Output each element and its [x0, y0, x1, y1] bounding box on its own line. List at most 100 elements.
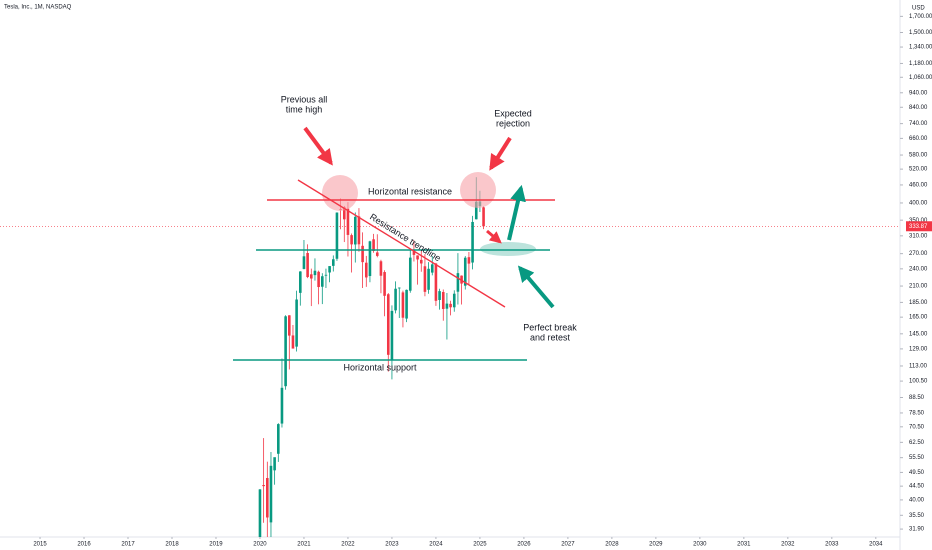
candle-body	[277, 424, 280, 454]
x-tick-label: 2024	[429, 542, 443, 548]
highlight-ellipse	[480, 242, 536, 256]
y-tick-label: 840.00	[909, 105, 928, 111]
y-tick-label: 165.00	[909, 315, 928, 321]
x-tick-label: 2025	[473, 542, 487, 548]
candle-body	[317, 271, 320, 288]
y-tick-label: 210.00	[909, 284, 928, 290]
y-tick-label: 1,060.00	[909, 75, 932, 81]
candle-body	[401, 292, 405, 318]
candle-body	[416, 255, 419, 260]
candle-body	[379, 261, 383, 276]
y-tick-label: 49.50	[909, 470, 925, 476]
y-tick-label: 62.50	[909, 440, 925, 446]
candle-body	[262, 484, 265, 487]
candle-body	[357, 216, 361, 245]
y-tick-label: 55.50	[909, 455, 925, 461]
candle-body	[408, 257, 412, 291]
x-tick-label: 2020	[253, 542, 267, 548]
x-tick-label: 2021	[297, 542, 311, 548]
candle-body	[258, 489, 262, 537]
candle-body	[269, 465, 273, 523]
annotation: Horizontal resistance	[368, 186, 452, 196]
y-tick-label: 88.50	[909, 395, 925, 401]
highlight-circle	[322, 175, 358, 211]
arrow	[486, 229, 502, 244]
y-tick-label: 350.00	[909, 218, 928, 224]
arrow	[489, 136, 512, 171]
x-tick-label: 2023	[385, 542, 399, 548]
x-tick-label: 2029	[649, 542, 663, 548]
y-tick-label: 31.90	[909, 527, 925, 533]
x-tick-label: 2017	[121, 542, 135, 548]
candle-body	[299, 271, 302, 293]
candle-body	[412, 250, 416, 255]
y-tick-label: 1,500.00	[909, 30, 932, 36]
y-tick-label: 185.00	[909, 300, 928, 306]
candle-body	[449, 303, 452, 308]
candle-body	[419, 259, 423, 264]
candle-body	[368, 241, 372, 277]
x-tick-label: 2032	[781, 542, 795, 548]
candle-body	[482, 207, 485, 227]
candle-body	[441, 292, 445, 309]
candle-body	[445, 303, 449, 309]
y-tick-label: 40.00	[909, 497, 925, 503]
y-tick-label: 660.00	[909, 136, 928, 142]
candle-body	[346, 208, 350, 235]
annotation: Expected	[494, 108, 532, 118]
candle-body	[302, 256, 306, 269]
trendline	[297, 179, 506, 308]
y-tick-label: 270.00	[909, 251, 928, 257]
y-tick-label: 70.50	[909, 424, 925, 430]
candle-body	[331, 259, 335, 266]
y-tick-label: 1,700.00	[909, 14, 932, 20]
candle-body	[284, 316, 287, 387]
x-tick-label: 2018	[165, 542, 179, 548]
currency-label: USD	[912, 6, 925, 12]
candle-body	[313, 270, 317, 276]
candle-body	[291, 335, 295, 349]
x-tick-label: 2033	[825, 542, 839, 548]
candle-body	[394, 288, 397, 311]
candle-body	[427, 268, 430, 290]
axes: 1,700.00 1,500.00 1,340.00 1,180.00 1,060.00…	[0, 14, 932, 548]
candle-body	[342, 207, 346, 220]
y-tick-label: 1,340.00	[909, 45, 932, 51]
y-tick-label: 1,180.00	[909, 61, 932, 67]
annotation: time high	[286, 104, 323, 114]
y-tick-label: 520.00	[909, 167, 928, 173]
candle-body	[324, 274, 328, 276]
y-tick-label: 310.00	[909, 233, 928, 239]
x-tick-label: 2019	[209, 542, 223, 548]
arrow	[517, 265, 555, 309]
candle-body	[423, 266, 427, 292]
y-tick-label: 44.50	[909, 484, 925, 490]
drawings	[233, 126, 555, 361]
candle-body	[321, 276, 324, 287]
y-tick-label: 78.50	[909, 411, 925, 417]
candle-body	[350, 235, 353, 245]
candle-body	[306, 252, 309, 278]
candle-body	[463, 257, 467, 286]
last-price-label: 333.87	[909, 224, 928, 230]
x-tick-label: 2030	[693, 542, 707, 548]
candle-body	[430, 264, 434, 273]
highlight-circle	[460, 172, 496, 208]
candle-body	[434, 263, 438, 301]
last-price-tag	[906, 221, 932, 232]
candle-body	[375, 252, 379, 256]
candle-body	[328, 266, 331, 273]
x-tick-label: 2034	[869, 542, 883, 548]
y-tick-label: 113.00	[909, 364, 928, 370]
candle-body	[372, 239, 375, 251]
y-tick-label: 145.00	[909, 331, 928, 337]
y-tick-label: 740.00	[909, 121, 928, 127]
x-tick-label: 2026	[517, 542, 531, 548]
y-tick-label: 240.00	[909, 266, 928, 272]
annotation: rejection	[496, 118, 530, 128]
chart-title: Tesla, Inc., 1M, NASDAQ	[4, 5, 72, 11]
arrow	[303, 126, 333, 166]
candle-body	[280, 387, 284, 424]
y-tick-label: 129.00	[909, 346, 928, 352]
